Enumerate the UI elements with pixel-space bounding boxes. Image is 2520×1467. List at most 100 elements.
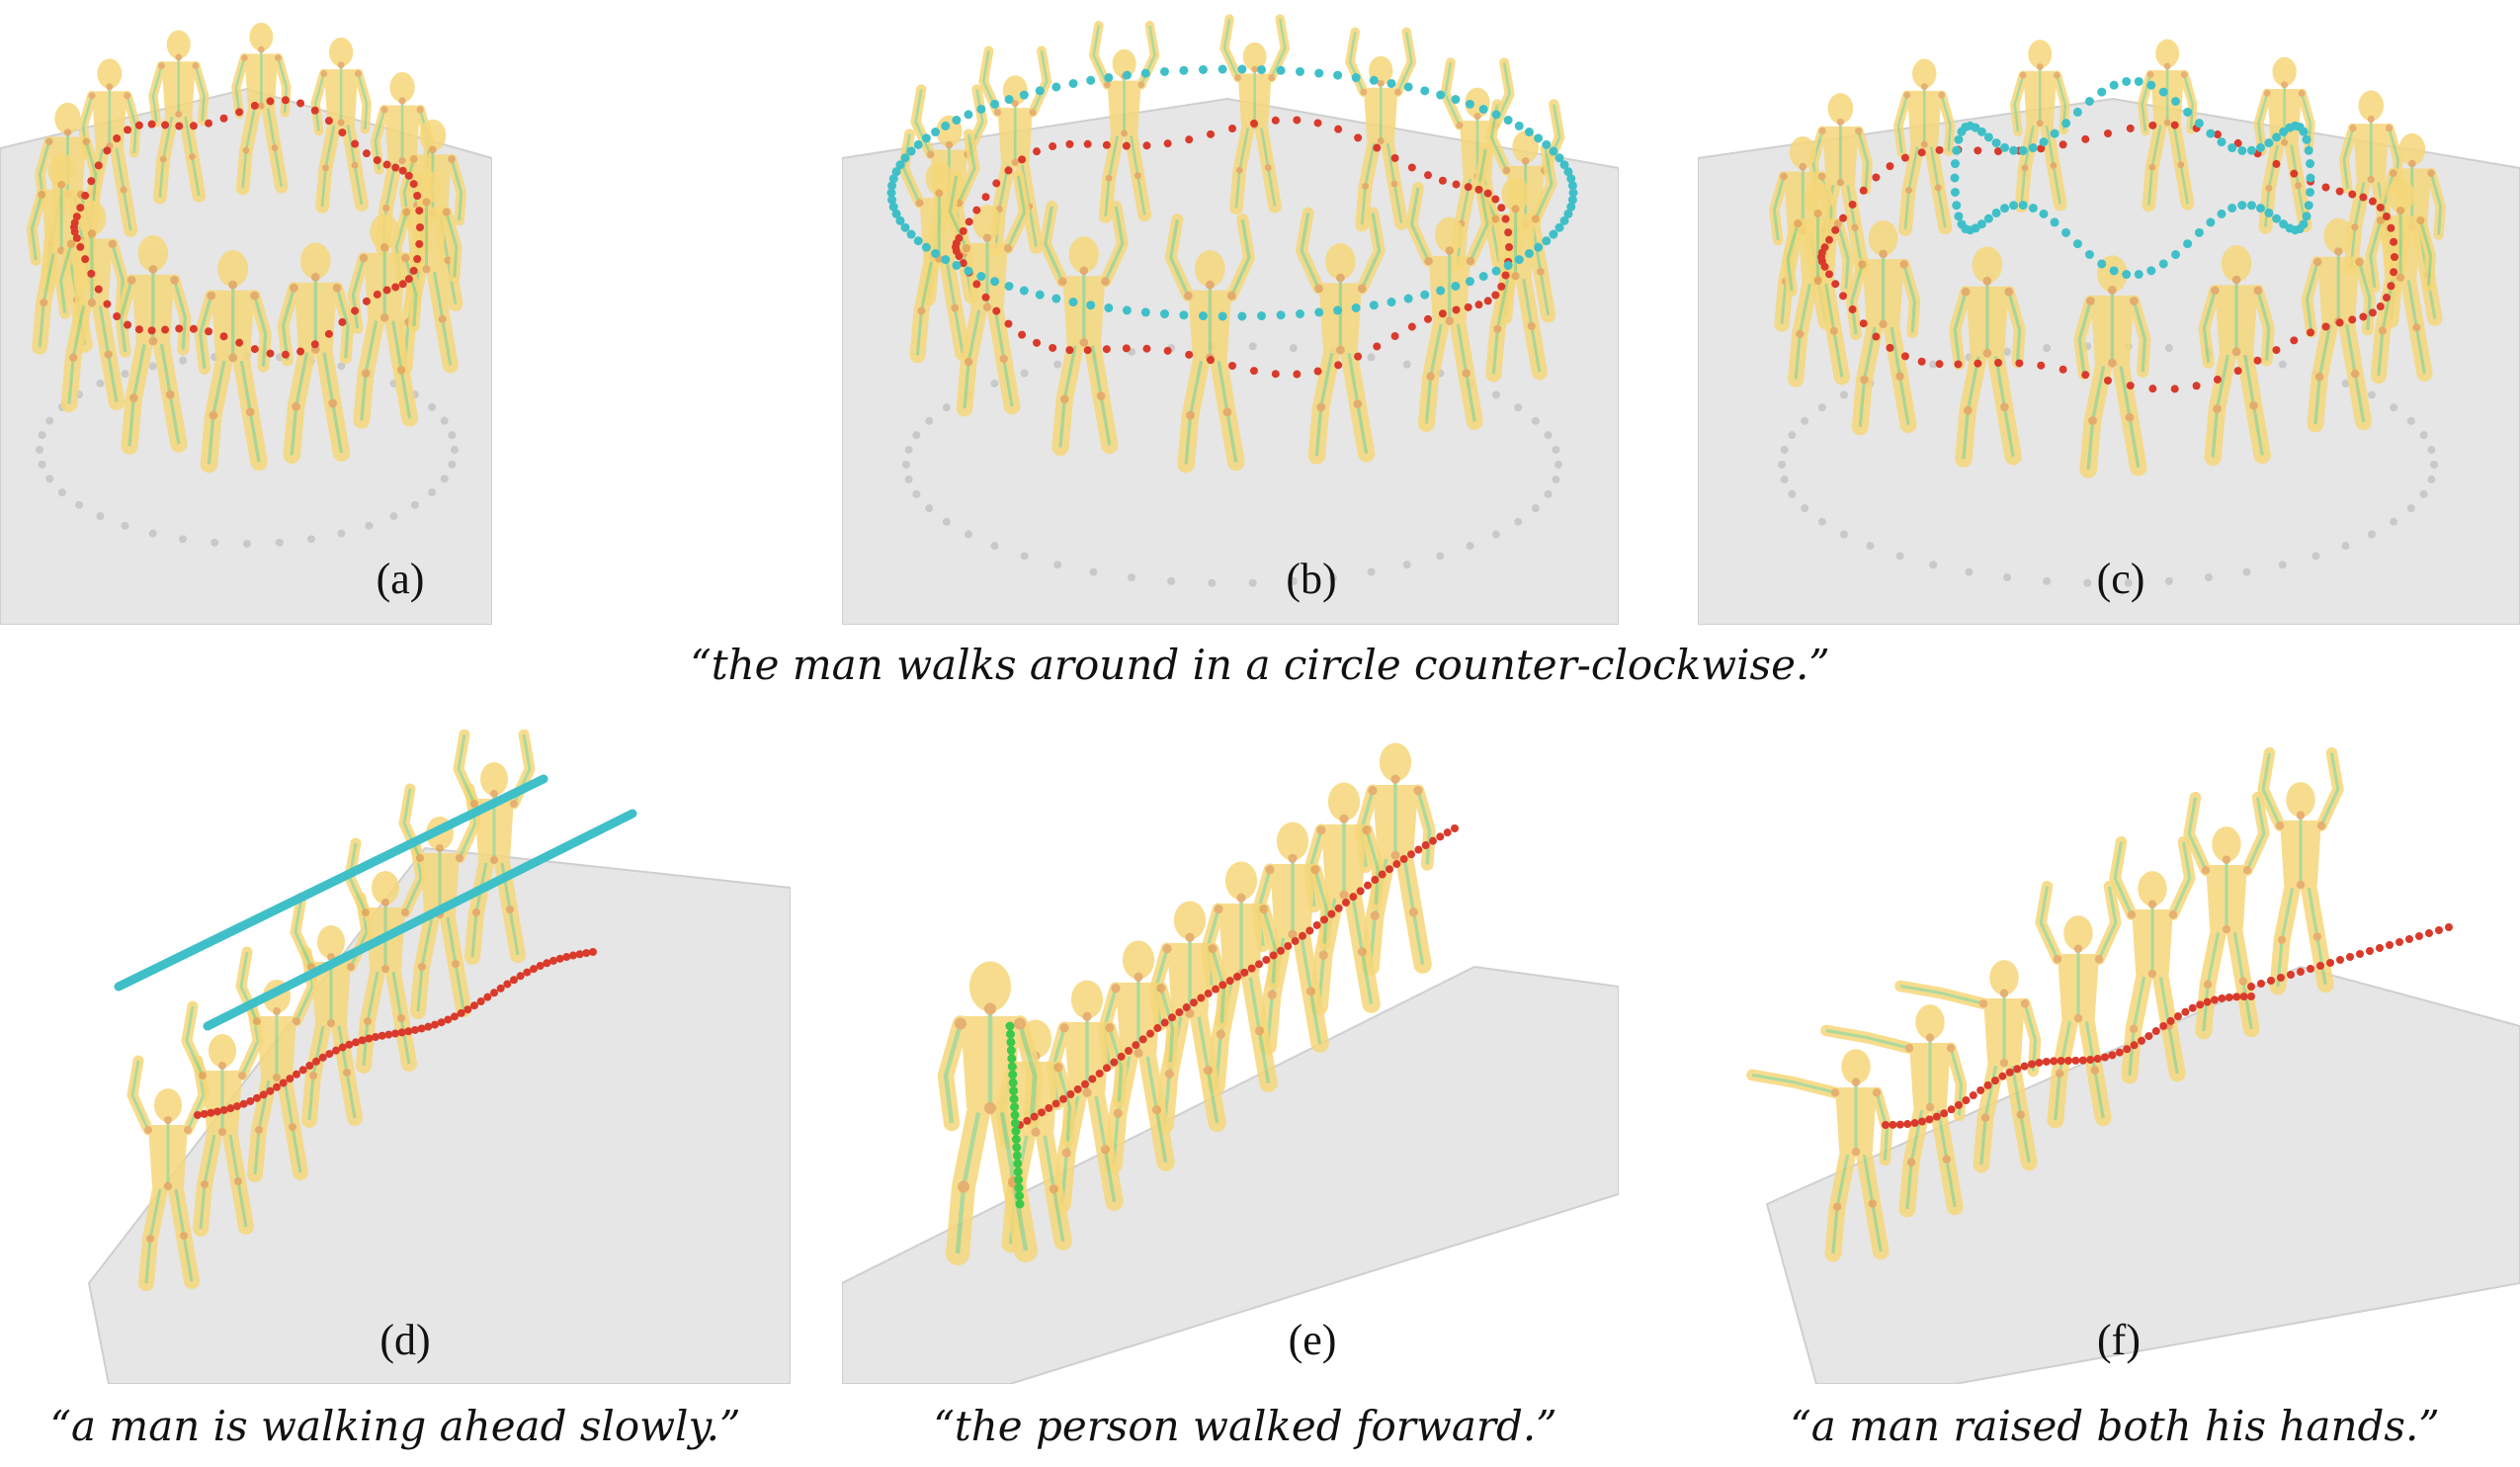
trail-dot (1015, 1191, 1025, 1201)
joint (337, 119, 345, 127)
trail-dot (147, 120, 156, 129)
joint (1879, 249, 1888, 259)
trail-dot (463, 1005, 472, 1014)
trail-dot (1840, 530, 1849, 539)
head (1841, 1049, 1871, 1084)
trail-dot (1954, 212, 1964, 221)
skeleton (902, 133, 976, 204)
trail-dot (2277, 974, 2285, 982)
trail-dot (1218, 311, 1227, 321)
trail-dot (2130, 1041, 2139, 1050)
trail-dot (906, 146, 916, 156)
skeleton (1850, 264, 1916, 335)
panel-a-label: (a) (376, 555, 425, 603)
trail-dot (1866, 542, 1875, 551)
trail-dot (87, 269, 96, 278)
joint (1362, 182, 1370, 190)
joint (1836, 118, 1845, 127)
joint (180, 1232, 188, 1240)
trail-dot (1007, 1054, 1017, 1064)
trail-dot (582, 949, 591, 958)
joint (416, 854, 424, 862)
joint (2201, 866, 2211, 875)
floor-plane (1765, 965, 2520, 1384)
trail-dot (2321, 183, 2330, 192)
trail-dot (1207, 129, 1216, 138)
trail-dot (1378, 870, 1386, 879)
trail-dot (2039, 209, 2049, 218)
trail-dot (1088, 1075, 1097, 1083)
trail-dot (941, 255, 951, 265)
panel-e-render (842, 742, 1619, 1384)
joint (456, 854, 463, 862)
joint (993, 109, 1002, 117)
head (1327, 782, 1361, 821)
joint (1339, 890, 1349, 900)
joint (2053, 71, 2060, 79)
joint (355, 69, 362, 77)
joint (1537, 267, 1545, 276)
trail-dot (2204, 573, 2213, 582)
skeleton (313, 73, 369, 131)
trail-dot (1146, 1029, 1154, 1038)
joint (2238, 977, 2247, 986)
joint (1236, 893, 1246, 903)
head (1242, 42, 1267, 71)
trail-dot (451, 446, 459, 454)
joint (2053, 955, 2062, 964)
trail-dot (2272, 214, 2282, 223)
human-figure (347, 214, 422, 429)
trail-dot (2435, 926, 2443, 934)
skeleton (151, 65, 206, 124)
pelvis-trail (1817, 121, 2398, 393)
trail-dot (1327, 909, 1336, 918)
trail-dot (1007, 1062, 1017, 1072)
trail-dot (2084, 249, 2094, 259)
trail-dot (103, 146, 112, 155)
joint (1357, 284, 1367, 294)
trail-dot (1110, 1058, 1119, 1067)
trail-dot (1208, 578, 1217, 587)
trail-dot (1218, 64, 1227, 74)
trail-dot (2218, 993, 2226, 1002)
joint (1049, 1184, 1058, 1194)
trail-dot (2419, 431, 2428, 440)
trail-dot (1233, 973, 1241, 981)
joint (1186, 410, 1195, 420)
joint (2334, 247, 2343, 256)
trail-dot (113, 134, 122, 143)
trail-dot (1542, 139, 1552, 149)
trail-dot (1313, 119, 1322, 128)
trail-dot (1095, 1069, 1104, 1078)
trail-dot (1917, 357, 1926, 366)
trail-dot (1464, 183, 1472, 192)
trail-dot (2005, 1068, 2014, 1077)
trail-dot (1128, 573, 1136, 582)
trail-dot (179, 356, 188, 365)
trail-dot (2335, 187, 2344, 196)
head (1070, 980, 1104, 1019)
trail-dot (345, 1040, 354, 1049)
trail-dot (391, 283, 400, 292)
head (1224, 861, 1258, 901)
joint (2242, 866, 2252, 875)
pelvis-trail (1016, 824, 1459, 1129)
panel-e: (e) (842, 730, 1619, 1384)
trail-dot (1122, 305, 1132, 315)
trail-dot (1369, 75, 1379, 85)
skeleton (2039, 886, 2118, 960)
joint (964, 357, 973, 367)
human-figure (231, 22, 292, 196)
human-figure (1949, 246, 2026, 468)
joint (2296, 880, 2306, 890)
trail-dot (1159, 309, 1169, 319)
joint (1920, 140, 1928, 148)
trail-dot (1451, 281, 1461, 291)
trail-dot (972, 280, 981, 289)
trail-dot (1013, 1166, 1023, 1176)
trail-dot (965, 530, 973, 539)
trail-dot (1559, 160, 1569, 170)
trail-dot (1544, 489, 1553, 498)
trail-dot (1035, 290, 1045, 300)
joint (1817, 172, 1826, 181)
